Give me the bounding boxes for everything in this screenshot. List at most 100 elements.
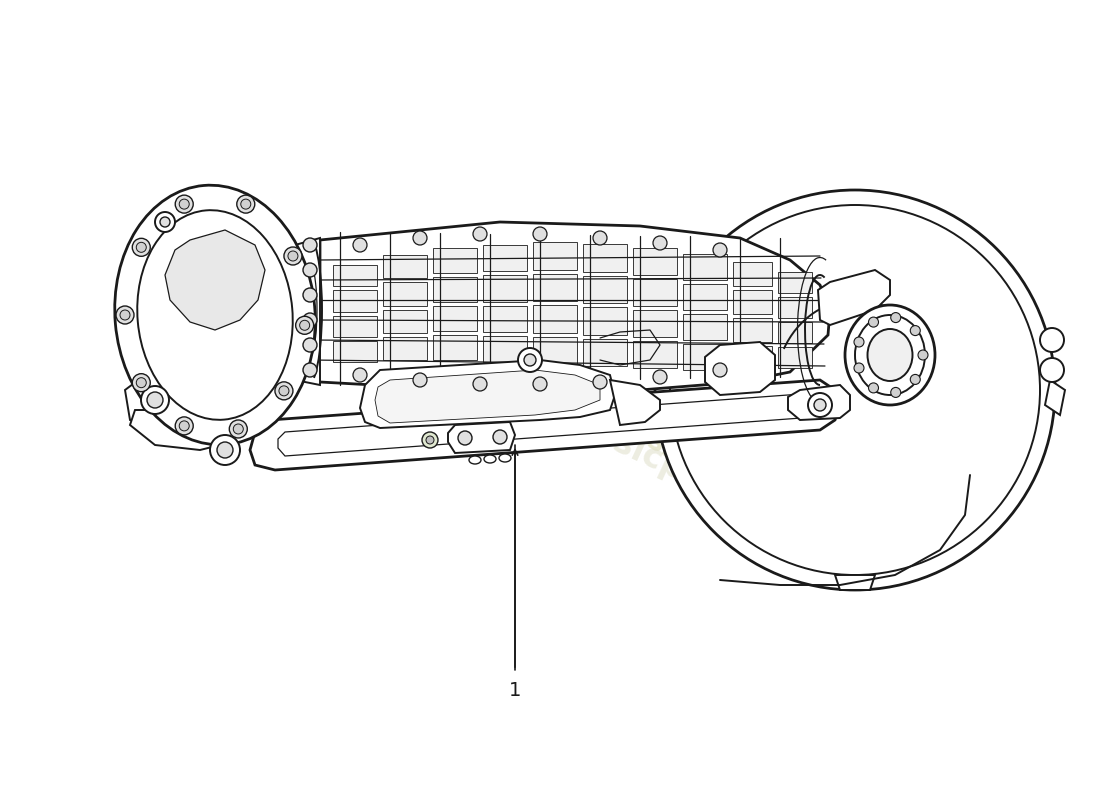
Circle shape [229, 420, 248, 438]
Polygon shape [610, 380, 660, 425]
Circle shape [412, 231, 427, 245]
Text: classicporparts1985: classicporparts1985 [431, 290, 729, 450]
Circle shape [353, 238, 367, 252]
Circle shape [175, 195, 194, 213]
Circle shape [891, 313, 901, 322]
Polygon shape [835, 575, 874, 590]
Circle shape [814, 399, 826, 411]
Circle shape [296, 316, 314, 334]
Circle shape [593, 375, 607, 389]
Circle shape [854, 363, 864, 373]
Circle shape [473, 377, 487, 391]
Circle shape [524, 354, 536, 366]
Circle shape [918, 350, 928, 360]
Circle shape [713, 243, 727, 257]
Circle shape [279, 386, 289, 396]
Polygon shape [130, 410, 245, 450]
Polygon shape [705, 342, 776, 395]
Polygon shape [583, 244, 627, 271]
Circle shape [132, 238, 151, 256]
Circle shape [808, 393, 832, 417]
Circle shape [869, 317, 879, 327]
Text: classicporparts1985: classicporparts1985 [541, 395, 899, 585]
Polygon shape [534, 242, 578, 270]
Circle shape [233, 424, 243, 434]
Ellipse shape [868, 329, 913, 381]
Polygon shape [383, 282, 427, 306]
Polygon shape [632, 279, 676, 306]
Ellipse shape [845, 305, 935, 405]
Ellipse shape [855, 315, 925, 395]
Circle shape [353, 368, 367, 382]
Polygon shape [583, 275, 627, 303]
Circle shape [412, 373, 427, 387]
Polygon shape [733, 262, 772, 286]
Ellipse shape [469, 456, 481, 464]
Circle shape [302, 288, 317, 302]
Polygon shape [1045, 380, 1065, 415]
Polygon shape [448, 422, 515, 453]
Circle shape [120, 310, 130, 320]
Polygon shape [295, 238, 320, 385]
Polygon shape [632, 310, 676, 337]
Polygon shape [788, 385, 850, 420]
Polygon shape [534, 274, 578, 301]
Polygon shape [483, 306, 527, 332]
Circle shape [534, 227, 547, 241]
Polygon shape [778, 322, 812, 343]
Circle shape [241, 199, 251, 209]
Circle shape [275, 382, 293, 400]
Circle shape [653, 370, 667, 384]
Polygon shape [818, 270, 890, 325]
Circle shape [654, 190, 1055, 590]
Polygon shape [483, 336, 527, 362]
Polygon shape [733, 290, 772, 314]
Circle shape [236, 195, 255, 213]
Circle shape [179, 199, 189, 209]
Polygon shape [683, 314, 727, 340]
Polygon shape [333, 290, 377, 311]
Circle shape [854, 337, 864, 347]
Circle shape [299, 320, 310, 330]
Polygon shape [534, 305, 578, 333]
Circle shape [136, 378, 146, 388]
Circle shape [284, 247, 301, 265]
Polygon shape [383, 337, 427, 360]
Polygon shape [483, 245, 527, 271]
Circle shape [593, 231, 607, 245]
Polygon shape [383, 255, 427, 278]
Polygon shape [125, 375, 200, 425]
Circle shape [493, 430, 507, 444]
Polygon shape [683, 344, 727, 370]
Polygon shape [165, 230, 265, 330]
Circle shape [141, 386, 169, 414]
Circle shape [302, 338, 317, 352]
Circle shape [136, 242, 146, 252]
Circle shape [1040, 358, 1064, 382]
Circle shape [179, 421, 189, 431]
Circle shape [713, 363, 727, 377]
Polygon shape [483, 275, 527, 302]
Ellipse shape [499, 454, 512, 462]
Circle shape [458, 431, 472, 445]
Polygon shape [360, 360, 615, 428]
Circle shape [155, 212, 175, 232]
Circle shape [302, 263, 317, 277]
Polygon shape [583, 338, 627, 366]
Circle shape [670, 205, 1040, 575]
Polygon shape [433, 306, 477, 331]
Circle shape [210, 435, 240, 465]
Circle shape [217, 442, 233, 458]
Circle shape [518, 348, 542, 372]
Circle shape [302, 363, 317, 377]
Circle shape [302, 313, 317, 327]
Ellipse shape [138, 210, 293, 420]
Polygon shape [333, 341, 377, 362]
Circle shape [160, 217, 170, 227]
Polygon shape [534, 337, 578, 364]
Polygon shape [778, 347, 812, 368]
Polygon shape [632, 341, 676, 368]
Polygon shape [632, 248, 676, 275]
Circle shape [132, 374, 151, 392]
Polygon shape [778, 297, 812, 318]
